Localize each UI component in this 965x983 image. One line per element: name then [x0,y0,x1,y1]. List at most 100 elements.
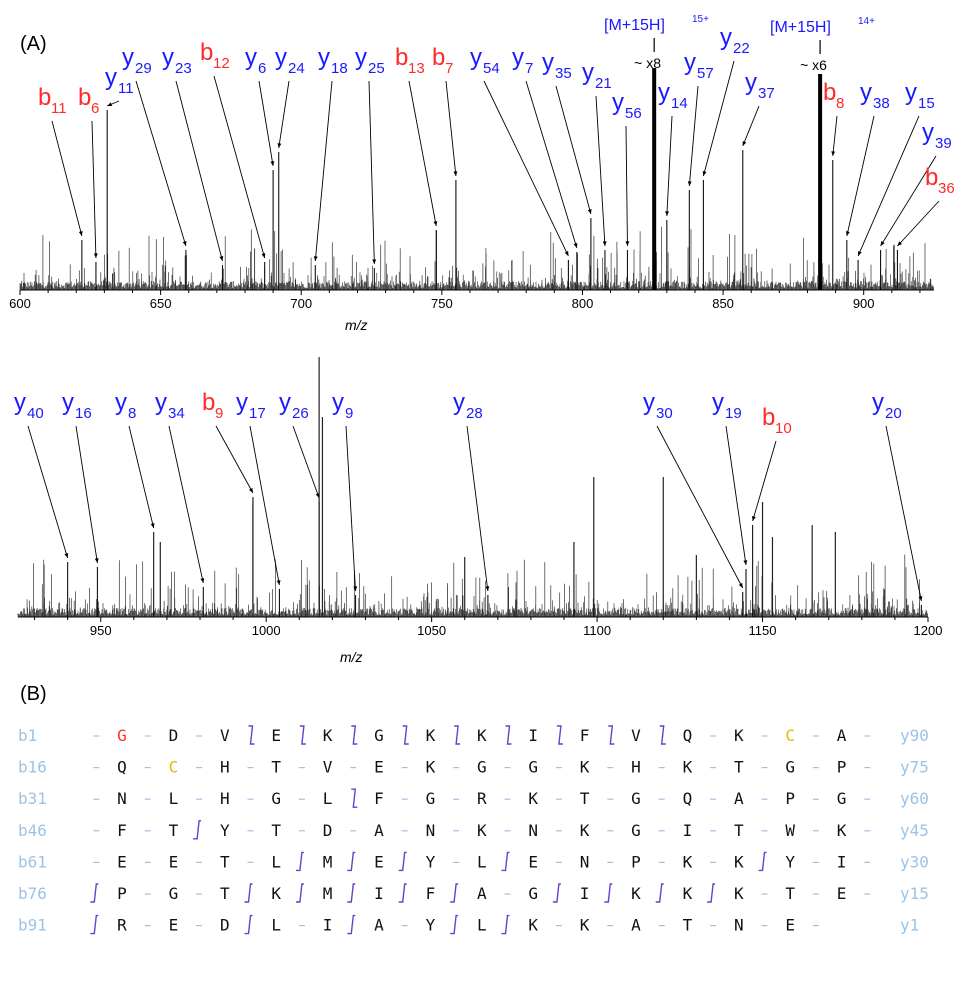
x-tick-label: 950 [90,623,112,638]
residue: K [837,821,847,840]
residue: F [426,884,436,903]
ion-arrow [51,120,83,237]
ion-number: 21 [595,75,612,92]
ion-arrowhead [372,259,377,264]
ion-arrow [345,425,356,592]
ion-letter: b [925,164,938,191]
ion-letter: b [432,44,445,71]
b-index: b16 [18,758,47,777]
ion-arrowhead [277,143,282,148]
b-cleavage-mark [299,725,306,745]
annotations-top: b 11 b 6y 11y 29 y 23b 12 y 6 y 24 y 18 y 25 b 13 b 7 y 54 y 7 y 3… [38,14,955,265]
residue: N [426,821,436,840]
ion-label-y28: y 28 [453,389,490,592]
b-cleavage-mark [608,725,615,745]
ion-arrowhead [150,523,155,528]
ion-letter: y [245,44,257,71]
y-cleavage-mark [295,851,304,872]
ion-arrowhead [743,560,748,565]
ion-arrow [292,425,320,499]
y-cleavage-mark [450,883,459,903]
ion-letter: y [745,69,757,96]
x-axis-top: 600 650 700 750 800 850 900 [9,289,934,311]
residue: K [477,821,487,840]
residue: L [271,852,281,871]
ion-arrow [258,80,274,167]
annotations-bottom: y 40 y 16 y 8 y 34 b 9 y 17 y 26 y 9 y 28 y 30 y 19 b 10y 20 [14,389,923,602]
ion-number: 11 [51,100,67,117]
residue: M [323,884,333,903]
b-index: b76 [18,884,47,903]
ion-letter: y [318,44,330,71]
ion-label-y26: y 26 [279,389,320,499]
ion-label-y54: y 54 [470,44,569,257]
ion-arrowhead [602,241,607,246]
ion-arrow [525,80,578,249]
ion-arrowhead [625,241,630,246]
ion-arrow [742,105,760,147]
y-index: y15 [900,884,929,903]
y-cleavage-mark [244,914,253,935]
residue: I [683,821,693,840]
sequence-row: b91 y1 R E D L I A Y L K K A T N E [18,914,919,935]
ion-number: 26 [292,405,309,422]
sequence-row: b16 y75 Q C H T V E K G G K H K T G P [18,758,929,777]
x-tick-label: 650 [150,296,172,311]
ion-arrow [278,80,290,149]
ion-arrow [656,425,744,589]
ion-number: 39 [935,135,952,152]
ion-number: 56 [625,105,642,122]
ion-number: 17 [249,405,266,422]
ion-arrowhead [182,241,187,246]
ion-arrowhead [270,161,275,166]
ion-arrowhead [845,231,850,236]
x-tick-label: 1000 [252,623,281,638]
b-index: b31 [18,789,47,808]
residue: R [477,789,487,808]
ion-label-y24: y 24 [275,44,305,149]
residue: R [117,916,127,935]
ion-number: 18 [331,60,348,77]
ion-number: 38 [873,95,890,112]
ion-number: 37 [758,85,775,102]
ion-arrow [215,425,254,494]
ion-label-y37: y 37 [742,69,775,147]
ion-arrow [168,425,204,584]
b-cleavage-mark [351,725,358,745]
x-tick-label: 1100 [583,623,611,638]
residue: I [528,726,538,745]
residue: T [271,758,281,777]
ion-number: 29 [135,60,152,77]
ion-number: 22 [733,40,750,57]
ion-letter: y [105,64,117,91]
ion-arrow [725,425,747,566]
ion-label-y17: y 17 [236,389,281,586]
ion-letter: y [62,389,74,416]
ion-letter: y [512,44,524,71]
residue: E [374,852,384,871]
ion-label-y18: y 18 [313,44,348,262]
ion-arrowhead [107,102,113,106]
y-cleavage-mark [193,820,202,840]
ion-number: 13 [408,60,425,77]
b-index: b46 [18,821,47,840]
ion-arrow [897,200,940,247]
residue: K [528,789,538,808]
ion-label-b11: b 11 [38,84,83,237]
ion-number: 6 [258,60,266,77]
ion-letter: y [922,119,934,146]
residue: T [220,852,230,871]
residue: H [220,789,230,808]
x-tick-label: 800 [572,296,594,311]
ion-number: 35 [555,65,572,82]
residue: A [734,789,744,808]
ion-label-y35: y 35 [542,49,592,215]
residue: N [580,852,590,871]
ion-arrowhead [738,583,743,588]
ion-label-b36: b 36 [897,164,955,247]
ion-label-y15: y 15 [857,79,935,257]
b-cleavage-mark [556,725,563,745]
residue: N [528,821,538,840]
